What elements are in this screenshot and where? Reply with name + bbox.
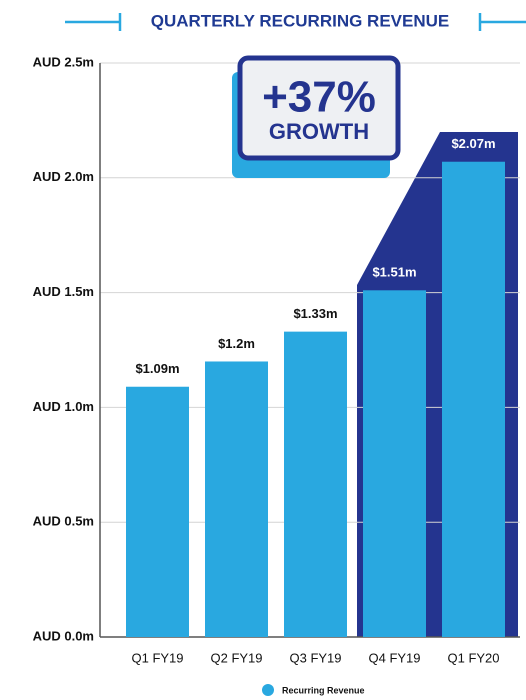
x-tick-label: Q2 FY19 [210,650,262,665]
bar [363,290,426,637]
y-tick-label: AUD 1.5m [33,284,94,299]
legend-label: Recurring Revenue [282,685,365,695]
x-tick-label: Q1 FY20 [447,650,499,665]
y-tick-label: AUD 2.5m [33,54,94,69]
growth-arrow-head [414,132,432,154]
bar [126,386,189,637]
legend-swatch [262,684,274,696]
x-tick-label: Q4 FY19 [368,650,420,665]
y-tick-label: AUD 0.0m [33,628,94,643]
chart-title: QUARTERLY RECURRING REVENUE [151,11,450,30]
value-label: $1.33m [293,306,337,321]
value-label: $1.2m [218,336,255,351]
y-tick-label: AUD 1.0m [33,399,94,414]
bar [205,361,268,637]
y-tick-label: AUD 2.0m [33,169,94,184]
x-tick-label: Q3 FY19 [289,650,341,665]
value-label: $1.09m [135,361,179,376]
x-tick-label: Q1 FY19 [131,650,183,665]
bar [284,331,347,637]
y-tick-label: AUD 0.5m [33,514,94,529]
bar [442,161,505,637]
badge-value: +37% [262,73,376,122]
badge [237,55,401,161]
value-label: $2.07m [451,136,495,151]
value-label: $1.51m [372,265,416,280]
badge-label: GROWTH [269,119,369,144]
growth-arrow [348,144,426,274]
